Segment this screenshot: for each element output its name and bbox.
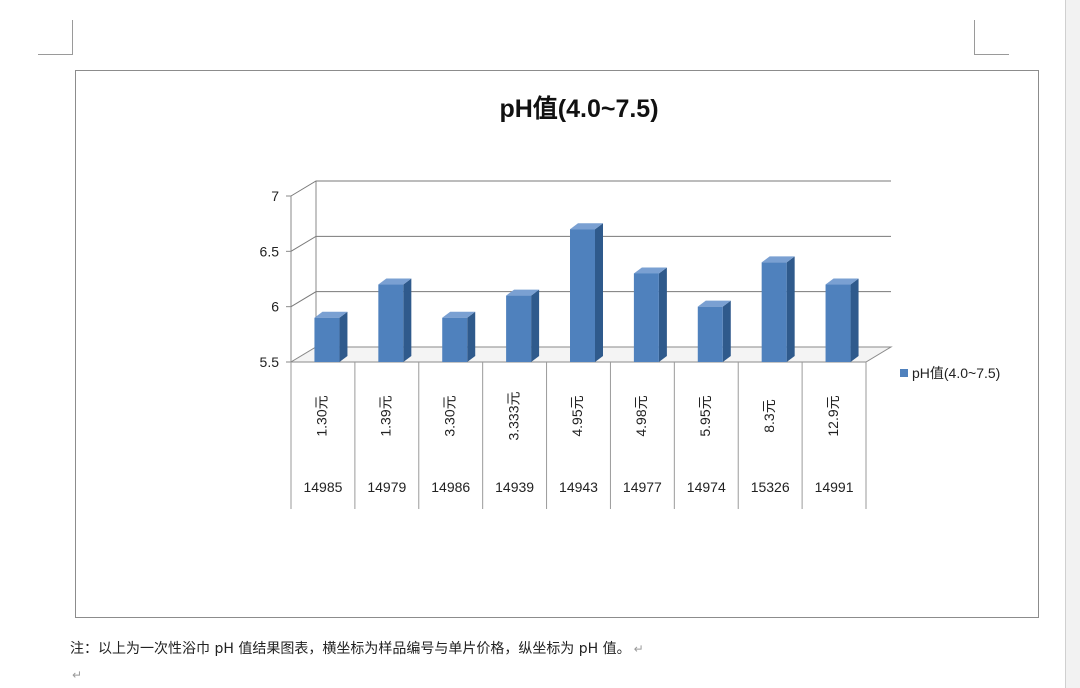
bar — [506, 289, 540, 362]
bar-side — [339, 311, 348, 362]
x-sample-label: 14991 — [815, 479, 854, 495]
x-sample-label: 14977 — [623, 479, 662, 495]
x-sample-label: 14979 — [367, 479, 406, 495]
x-price-label: 12.9元 — [825, 395, 841, 436]
chart-note: 注：以上为一次性浴巾 pH 值结果图表，横坐标为样品编号与单片价格，纵坐标为 p… — [70, 638, 644, 658]
x-price-label: 5.95元 — [697, 395, 713, 436]
chart-title: pH值(4.0~7.5) — [499, 95, 658, 123]
x-sample-label: 14939 — [495, 479, 534, 495]
bar — [761, 256, 795, 362]
x-sample-label: 14985 — [303, 479, 342, 495]
legend-swatch — [900, 369, 908, 377]
bar-side — [531, 289, 540, 362]
bar-top — [378, 278, 412, 285]
x-price-label: 3.333元 — [505, 391, 521, 440]
bar-side — [467, 311, 476, 362]
y-tick-label: 6.5 — [260, 243, 280, 259]
margin-corner-mark-right — [974, 20, 1009, 55]
bar-front — [697, 306, 723, 362]
bar — [314, 311, 348, 362]
bar-front — [761, 262, 787, 362]
x-price-label: 4.95元 — [569, 395, 585, 436]
bar-top — [697, 300, 731, 307]
bar-top — [633, 267, 667, 274]
bar — [442, 311, 476, 362]
legend: pH值(4.0~7.5) — [900, 365, 1000, 381]
bar-front — [825, 284, 851, 362]
margin-corner-mark-left — [38, 20, 73, 55]
x-price-label: 3.30元 — [441, 395, 457, 436]
bar-top — [314, 311, 348, 318]
bar-side — [850, 278, 859, 362]
y-axis: 5.5 6 6.5 7 — [260, 188, 291, 370]
y-tick-label: 7 — [271, 188, 279, 204]
bar-front — [442, 317, 468, 362]
bars — [314, 223, 859, 362]
legend-item: pH值(4.0~7.5) — [900, 365, 1000, 381]
x-price-label: 4.98元 — [633, 395, 649, 436]
bar-top — [570, 223, 603, 230]
y-tick-label: 5.5 — [260, 354, 280, 370]
x-price-label: 1.39元 — [378, 395, 394, 436]
bar — [825, 278, 859, 362]
bar — [697, 300, 731, 362]
gridline — [290, 291, 891, 308]
bar-side — [722, 300, 731, 362]
bar — [633, 267, 667, 362]
gridline — [290, 180, 891, 197]
page-edge — [1065, 0, 1080, 688]
note-text: 注：以上为一次性浴巾 pH 值结果图表，横坐标为样品编号与单片价格，纵坐标为 p… — [70, 641, 631, 657]
bar-front — [633, 273, 659, 362]
paragraph-mark-empty-line: ↵ — [72, 668, 83, 682]
bar-top — [442, 311, 476, 318]
chart-frame[interactable]: pH值(4.0~7.5) 5.5 6 6.5 7 1.30元 14985 1.39元 149… — [75, 70, 1039, 618]
x-sample-label: 14974 — [687, 479, 726, 495]
legend-label: pH值(4.0~7.5) — [912, 365, 1000, 381]
x-price-label: 8.3元 — [761, 399, 777, 432]
bar-front — [570, 229, 595, 362]
bar-chart: pH值(4.0~7.5) 5.5 6 6.5 7 1.30元 14985 1.39元 149… — [260, 95, 1000, 509]
bar-front — [314, 317, 340, 362]
gridlines — [290, 180, 891, 308]
x-price-label: 1.30元 — [314, 395, 330, 436]
bar-top — [761, 256, 795, 263]
bar-side — [595, 223, 603, 362]
bar — [570, 223, 603, 362]
bar-side — [658, 267, 667, 362]
x-sample-label: 15326 — [751, 479, 790, 495]
gridline — [290, 235, 891, 252]
x-axis-table: 1.30元 14985 1.39元 14979 3.30元 14986 3.333元 1493… — [290, 362, 867, 509]
bar — [378, 278, 412, 362]
paragraph-mark: ↵ — [633, 642, 644, 656]
bar-front — [378, 284, 404, 362]
bar-top — [506, 289, 540, 296]
x-sample-label: 14986 — [431, 479, 470, 495]
bar-side — [786, 256, 795, 362]
bar-top — [825, 278, 859, 285]
bar-side — [403, 278, 412, 362]
x-sample-label: 14943 — [559, 479, 598, 495]
bar-front — [506, 295, 532, 362]
y-tick-label: 6 — [271, 299, 279, 315]
